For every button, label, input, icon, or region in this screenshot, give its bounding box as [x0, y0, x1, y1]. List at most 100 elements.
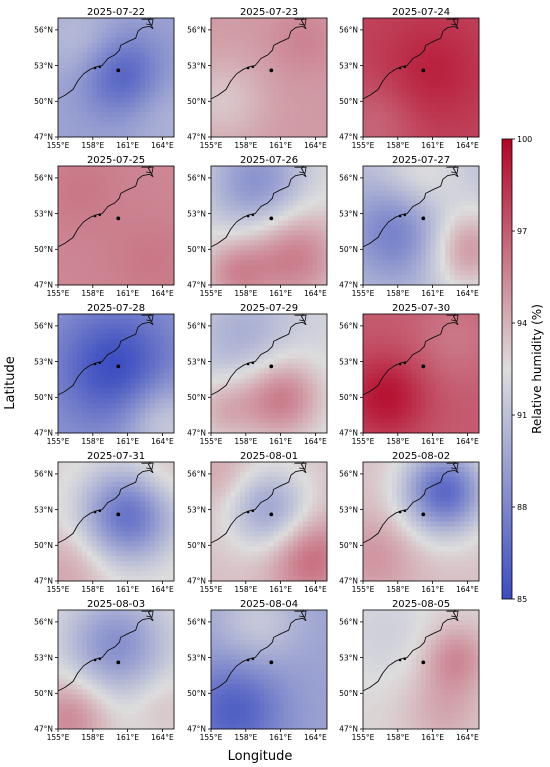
heatmap-cell	[215, 77, 222, 83]
heatmap-cell	[273, 250, 280, 256]
heatmap-cell	[298, 423, 304, 429]
heatmap-cell	[140, 122, 146, 128]
heatmap-cell	[87, 280, 93, 286]
heatmap-cell	[322, 314, 328, 320]
x-tick-label: 158°E	[234, 437, 257, 446]
x-tick-label: 161°E	[421, 141, 444, 150]
heatmap-cell	[430, 220, 436, 226]
heatmap-cell	[249, 122, 255, 128]
heatmap-cell	[164, 245, 170, 251]
heatmap-cell	[392, 127, 398, 133]
x-tick-label: 158°E	[81, 141, 104, 150]
heatmap-cell	[96, 200, 102, 207]
heatmap-cell	[474, 107, 480, 113]
heatmap-cell	[220, 22, 226, 29]
heatmap-cell	[259, 230, 265, 236]
heatmap-cell	[72, 220, 78, 226]
heatmap-cell	[430, 200, 436, 207]
heatmap-cell	[215, 27, 222, 34]
heatmap-cell	[317, 18, 323, 24]
heatmap-cell	[215, 343, 222, 350]
heatmap-cell	[435, 82, 441, 88]
heatmap-cell	[77, 87, 83, 93]
heatmap-cell	[387, 428, 393, 434]
heatmap-cell	[396, 102, 403, 108]
heatmap-cell	[240, 195, 246, 202]
heatmap-cell	[230, 210, 236, 216]
heatmap-cell	[377, 235, 383, 241]
heatmap-cell	[302, 22, 309, 29]
heatmap-cell	[445, 47, 451, 54]
heatmap-cell	[87, 418, 93, 424]
heatmap-cell	[474, 270, 480, 276]
heatmap-cell	[87, 47, 93, 54]
heatmap-cell	[416, 127, 422, 133]
heatmap-cell	[377, 250, 383, 256]
heatmap-cell	[322, 57, 328, 64]
heatmap-cell	[411, 200, 417, 207]
heatmap-cell	[298, 378, 304, 384]
heatmap-cell	[416, 42, 422, 49]
heatmap-cell	[273, 230, 280, 236]
heatmap-cell	[211, 62, 217, 68]
heatmap-cell	[230, 92, 236, 98]
heatmap-cell	[396, 314, 403, 320]
heatmap-cell	[454, 92, 461, 98]
heatmap-cell	[67, 166, 73, 172]
heatmap-cell	[164, 18, 170, 24]
heatmap-cell	[440, 215, 446, 221]
heatmap-cell	[411, 132, 417, 138]
heatmap-cell	[111, 388, 117, 394]
heatmap-cell	[249, 245, 255, 251]
heatmap-cell	[382, 185, 388, 192]
heatmap-cell	[244, 180, 251, 187]
heatmap-cell	[367, 255, 374, 261]
heatmap-cell	[130, 423, 136, 429]
heatmap-cell	[382, 255, 388, 261]
heatmap-cell	[91, 428, 98, 434]
heatmap-cell	[225, 280, 231, 286]
heatmap-cell	[293, 97, 299, 103]
heatmap-cell	[235, 220, 241, 226]
heatmap-cell	[106, 102, 112, 108]
heatmap-cell	[288, 180, 294, 187]
heatmap-cell	[302, 275, 309, 281]
heatmap-cell	[283, 363, 289, 369]
heatmap-cell	[464, 57, 470, 64]
heatmap-cell	[254, 210, 260, 216]
heatmap-cell	[273, 215, 280, 221]
heatmap-cell	[211, 250, 217, 256]
heatmap-cell	[421, 87, 427, 93]
heatmap-cell	[159, 418, 165, 424]
heatmap-cell	[298, 260, 304, 266]
heatmap-cell	[164, 408, 170, 414]
heatmap-cell	[288, 260, 294, 266]
heatmap-cell	[135, 107, 141, 113]
heatmap-cell	[430, 72, 436, 78]
heatmap-cell	[382, 92, 388, 98]
heatmap-cell	[312, 92, 318, 98]
heatmap-cell	[67, 378, 73, 384]
heatmap-cell	[225, 87, 231, 93]
heatmap-cell	[293, 132, 299, 138]
heatmap-cell	[211, 343, 217, 350]
heatmap-cell	[401, 280, 407, 286]
heatmap-cell	[225, 363, 231, 369]
heatmap-cell	[244, 127, 251, 133]
heatmap-cell	[106, 132, 112, 138]
heatmap-cell	[450, 220, 456, 226]
heatmap-cell	[159, 270, 165, 276]
heatmap-cell	[392, 102, 398, 108]
heatmap-cell	[411, 27, 417, 34]
station-point	[421, 216, 426, 221]
heatmap-cell	[278, 170, 284, 177]
heatmap-cell	[106, 37, 112, 44]
heatmap-cell	[254, 27, 260, 34]
heatmap-cell	[435, 127, 441, 133]
heatmap-cell	[450, 37, 456, 44]
heatmap-cell	[254, 97, 260, 103]
heatmap-cell	[396, 368, 403, 374]
heatmap-cell	[96, 280, 102, 286]
heatmap-cell	[288, 418, 294, 424]
heatmap-cell	[149, 117, 156, 123]
